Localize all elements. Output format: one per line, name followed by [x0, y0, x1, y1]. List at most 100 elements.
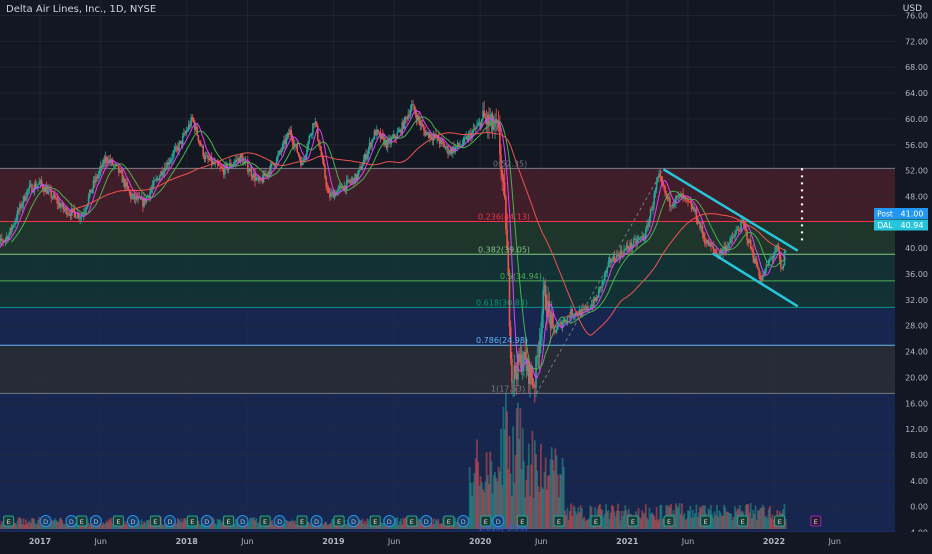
candle-body: [524, 352, 526, 360]
dividend-marker[interactable]: D: [164, 516, 175, 527]
candle-body: [60, 206, 62, 207]
candle-body: [368, 149, 370, 154]
candle-body: [187, 130, 189, 131]
candle-body: [169, 162, 171, 164]
candle-body: [277, 155, 279, 158]
dividend-marker[interactable]: D: [90, 516, 101, 527]
earnings-marker[interactable]: E: [187, 516, 197, 526]
candle-body: [685, 197, 687, 198]
candle-body: [91, 189, 93, 193]
candle-body: [638, 239, 640, 240]
earnings-marker[interactable]: E: [811, 516, 821, 526]
dividend-marker[interactable]: D: [237, 516, 248, 527]
candle-body: [25, 198, 27, 201]
candle-body: [328, 188, 330, 193]
dividend-marker[interactable]: D: [127, 516, 138, 527]
dividend-marker[interactable]: D: [493, 516, 504, 527]
candle-body: [769, 259, 771, 261]
candle-body: [778, 245, 780, 251]
dividend-marker[interactable]: D: [384, 516, 395, 527]
time-tick-label: Jun: [387, 537, 401, 546]
symbol-title[interactable]: Delta Air Lines, Inc., 1D, NYSE: [6, 4, 156, 15]
earnings-marker[interactable]: E: [444, 516, 454, 526]
dividend-marker[interactable]: D: [274, 516, 285, 527]
candle-body: [703, 234, 705, 238]
earnings-marker[interactable]: E: [370, 516, 380, 526]
candle-body: [15, 219, 17, 221]
candle-body: [404, 117, 406, 128]
candle-body: [422, 124, 424, 127]
candle-body: [501, 171, 503, 177]
earnings-marker[interactable]: E: [775, 516, 785, 526]
candle-body: [722, 249, 724, 253]
dividend-marker[interactable]: D: [348, 516, 359, 527]
candle-body: [131, 196, 133, 199]
candle-body: [290, 130, 292, 137]
earnings-marker[interactable]: E: [481, 516, 491, 526]
candle-body: [542, 290, 544, 314]
svg-text:D: D: [424, 518, 429, 526]
candle-body: [312, 123, 314, 133]
earnings-marker[interactable]: E: [554, 516, 564, 526]
earnings-marker[interactable]: E: [77, 516, 87, 526]
earnings-marker[interactable]: E: [334, 516, 344, 526]
svg-text:D: D: [204, 518, 209, 526]
candle-body: [322, 156, 324, 159]
candle-body: [423, 127, 425, 131]
dividend-marker[interactable]: D: [66, 516, 77, 527]
candle-body: [545, 285, 547, 309]
candle-body: [255, 178, 257, 181]
candle-body: [172, 153, 174, 159]
candle-body: [535, 357, 537, 388]
candle-body: [673, 204, 675, 206]
candle-body: [738, 230, 740, 231]
earnings-marker[interactable]: E: [407, 516, 417, 526]
earnings-marker[interactable]: E: [260, 516, 270, 526]
candle-body: [652, 204, 654, 210]
candle-body: [241, 155, 243, 158]
candle-body: [444, 144, 446, 148]
earnings-marker[interactable]: E: [517, 516, 527, 526]
fib-level-label: 0.618(30.83): [476, 298, 528, 307]
svg-text:D: D: [387, 518, 392, 526]
candle-body: [785, 251, 787, 253]
fib-level-label: 0.236(44.13): [478, 212, 530, 221]
candle-body: [163, 173, 165, 175]
candle-body: [411, 104, 413, 110]
candle-body: [76, 218, 78, 219]
earnings-marker[interactable]: E: [701, 516, 711, 526]
earnings-marker[interactable]: E: [738, 516, 748, 526]
candle-body: [412, 104, 414, 105]
price-tick-label: 40.00: [905, 244, 928, 253]
candle-body: [29, 185, 31, 188]
candle-body: [567, 316, 569, 322]
dividend-marker[interactable]: D: [421, 516, 432, 527]
price-tick-label: 60.00: [905, 115, 928, 124]
candle-body: [64, 209, 66, 210]
earnings-marker[interactable]: E: [113, 516, 123, 526]
dividend-marker[interactable]: D: [458, 516, 469, 527]
earnings-marker[interactable]: E: [591, 516, 601, 526]
candle-body: [515, 366, 517, 374]
earnings-marker[interactable]: E: [150, 516, 160, 526]
price-axis: 76.0072.0068.0064.0060.0056.0052.0048.00…: [897, 0, 932, 550]
earnings-marker[interactable]: E: [664, 516, 674, 526]
candle-body: [605, 273, 607, 274]
time-tick-label: Jun: [534, 537, 548, 546]
dividend-marker[interactable]: D: [311, 516, 322, 527]
earnings-marker[interactable]: E: [297, 516, 307, 526]
candle-body: [97, 174, 99, 178]
candle-body: [512, 382, 514, 383]
candle-body: [298, 152, 300, 155]
candle-body: [756, 259, 758, 267]
candle-body: [653, 194, 655, 205]
dividend-marker[interactable]: D: [40, 516, 51, 527]
earnings-marker[interactable]: E: [628, 516, 638, 526]
dividend-marker[interactable]: D: [201, 516, 212, 527]
candle-body: [688, 201, 690, 202]
candle-body: [52, 197, 54, 198]
earnings-marker[interactable]: E: [4, 516, 14, 526]
earnings-marker[interactable]: E: [224, 516, 234, 526]
